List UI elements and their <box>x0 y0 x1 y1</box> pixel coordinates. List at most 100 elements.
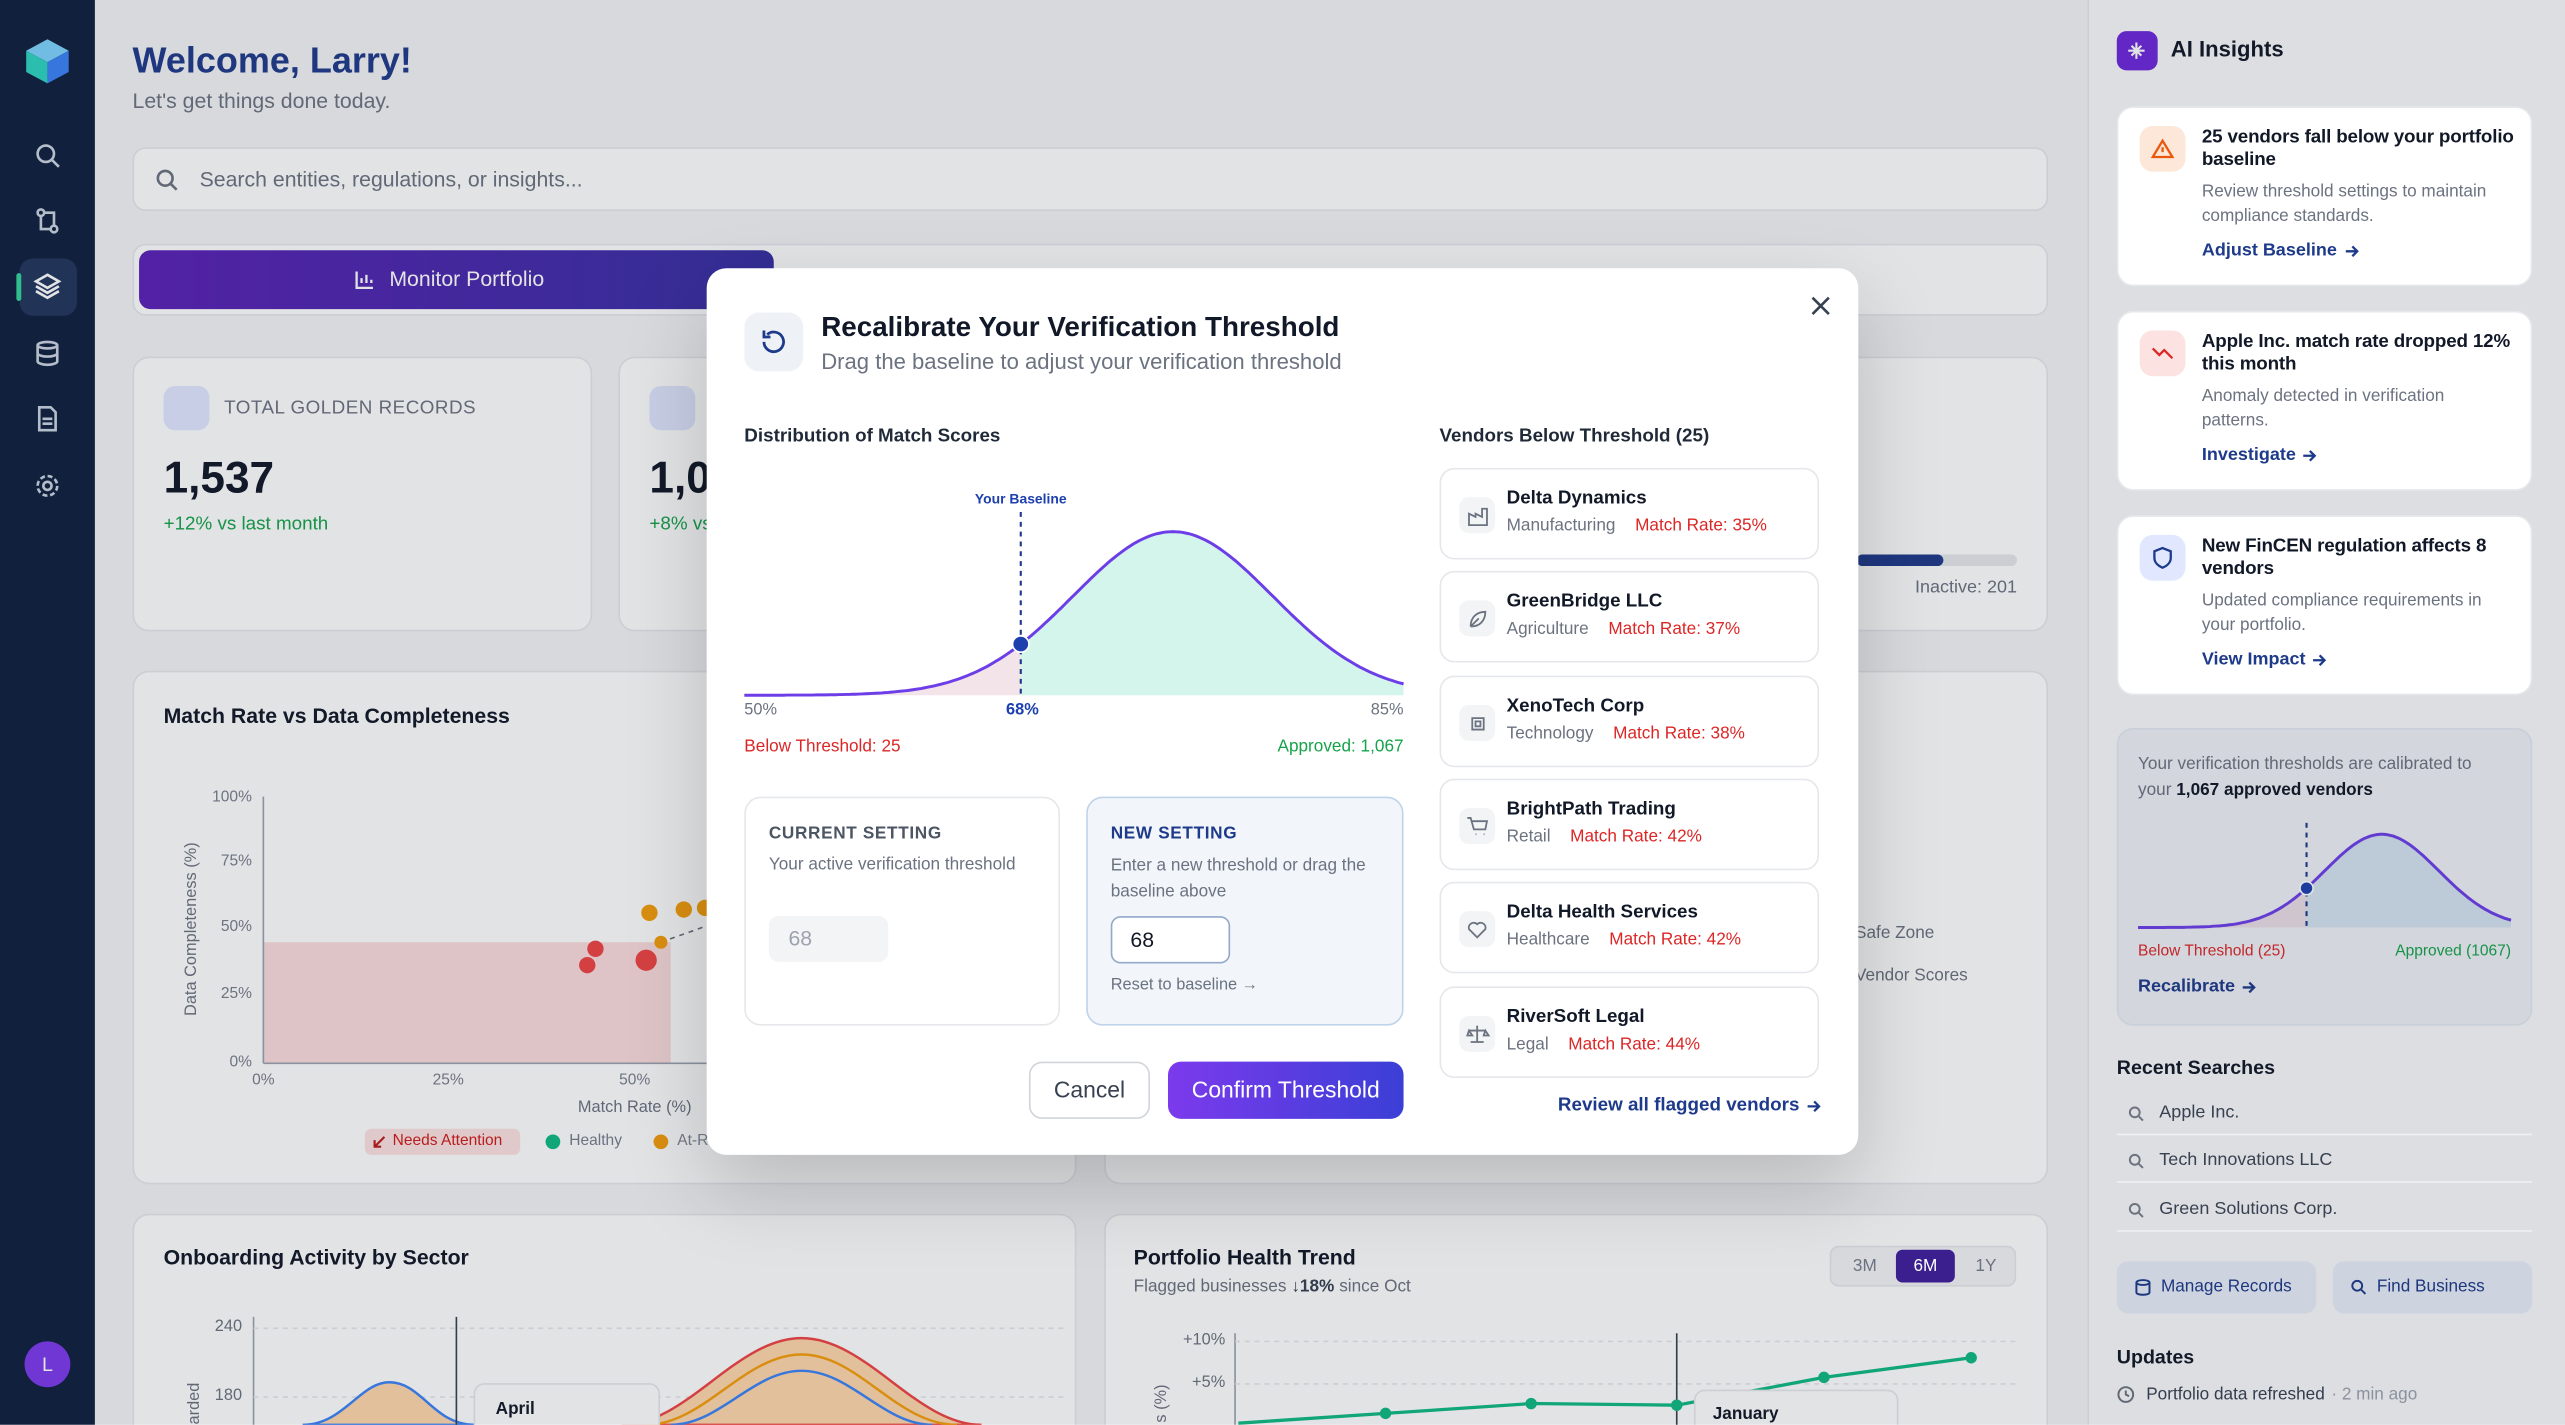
tab-label[interactable]: Monitor Portfolio <box>389 266 545 291</box>
range-button[interactable]: 6M <box>1895 1249 1955 1283</box>
vendor-row[interactable] <box>1439 778 1820 871</box>
search-item[interactable]: Green Solutions Corp. <box>2159 1198 2338 1219</box>
stat-change: +8% vs <box>649 514 712 535</box>
vendor-name: GreenBridge LLC <box>1506 592 1663 612</box>
tab-icon <box>355 271 373 290</box>
update-text: Portfolio data refreshed <box>2146 1384 2325 1405</box>
insight-title: New FinCEN regulation affects 8 vendors <box>2201 536 2487 580</box>
legend-label: At-R <box>677 1132 709 1151</box>
vendor-row[interactable] <box>1439 467 1820 560</box>
axis-label: 85% <box>1370 701 1404 720</box>
insight-action[interactable]: Adjust Baseline <box>2202 241 2359 263</box>
y-tick-label: 180 <box>214 1386 243 1405</box>
new-setting <box>1086 796 1404 1026</box>
stat-change: +12% vs last month <box>163 514 329 535</box>
y-tick-label: 100% <box>212 788 252 807</box>
vendor-sector: Technology <box>1506 723 1594 743</box>
vendor-sector: Manufacturing <box>1506 516 1616 536</box>
vendor-icon <box>1459 1015 1496 1052</box>
modal-subtitle: Drag the baseline to adjust your verific… <box>821 349 1342 374</box>
insight-description: Anomaly detected in verification pattern… <box>2201 386 2445 431</box>
insight-action[interactable]: Investigate <box>2201 445 2318 467</box>
avatar[interactable]: L <box>24 1341 71 1388</box>
search-row[interactable] <box>2116 1093 2533 1136</box>
subtitle-text: since Oct <box>1339 1276 1411 1297</box>
approved-label: Approved: 1,067 <box>1277 736 1404 757</box>
search-icon <box>2351 1279 2367 1295</box>
vendor-row[interactable] <box>1439 985 1820 1078</box>
review-link[interactable]: Review all flagged vendors <box>1558 1094 1821 1118</box>
vendor-row[interactable] <box>1439 571 1820 664</box>
legend-label: Vendor Scores <box>1855 965 1968 986</box>
action-label[interactable]: Manage Records <box>2160 1276 2292 1297</box>
vendor-row[interactable] <box>1439 882 1820 974</box>
y-tick-label: 240 <box>214 1318 243 1337</box>
range-button[interactable]: 1Y <box>1975 1256 1997 1276</box>
reset-link[interactable]: Reset to baseline → <box>1110 976 1259 995</box>
icon <box>2150 138 2175 159</box>
vendor-icon <box>1459 704 1496 741</box>
icon <box>1467 922 1487 939</box>
distribution-curve <box>2138 832 2512 929</box>
nav-compare[interactable] <box>34 208 60 234</box>
action-button[interactable] <box>2332 1261 2533 1314</box>
link-text: Investigate <box>2201 445 2296 465</box>
y-tick-label: 50% <box>220 917 252 936</box>
chart-title: Onboarding Activity by Sector <box>163 1244 469 1270</box>
x-tick-label: 0% <box>252 1071 275 1090</box>
link-text: View Impact <box>2201 649 2306 670</box>
approved-label: Approved (1067) <box>2395 942 2512 961</box>
search-bar[interactable] <box>132 147 2049 212</box>
baseline-handle <box>1011 635 1030 654</box>
nav-database[interactable] <box>34 340 60 367</box>
update-item: Portfolio data refreshed · 2 min ago <box>2146 1385 2417 1406</box>
x-tick-label: 25% <box>432 1071 464 1090</box>
vendor-meta: Manufacturing Match Rate: 35% <box>1507 516 1767 537</box>
vendor-meta: Retail Match Rate: 42% <box>1507 827 1702 848</box>
vendor-sector: Legal <box>1506 1033 1549 1054</box>
vendor-icon <box>1459 600 1496 637</box>
setting-description: Enter a new threshold or drag the baseli… <box>1110 855 1366 902</box>
nav-search[interactable] <box>34 142 60 168</box>
stat-inactive: Inactive: 201 <box>1914 577 2017 598</box>
confirm-button[interactable]: Confirm Threshold <box>1167 1061 1404 1119</box>
insight-action[interactable]: View Impact <box>2202 650 2327 672</box>
recalibrate-link[interactable]: Recalibrate <box>2138 976 2257 999</box>
legend-label: Needs Attention <box>392 1132 503 1151</box>
nav-settings[interactable] <box>34 473 60 499</box>
search-icon <box>2128 1202 2144 1218</box>
vendor-meta: Agriculture Match Rate: 37% <box>1507 620 1741 641</box>
search-row[interactable] <box>2116 1141 2533 1184</box>
legend-label: Safe Zone <box>1855 923 1935 943</box>
cancel-button[interactable]: Cancel <box>1028 1061 1150 1119</box>
legend-icon <box>373 1136 386 1148</box>
range-button[interactable]: 3M <box>1852 1256 1877 1276</box>
vendor-row[interactable] <box>1439 674 1820 767</box>
stat-value: 1,537 <box>163 453 275 503</box>
chart-title: Portfolio Health Trend <box>1133 1244 1356 1270</box>
action-label[interactable]: Find Business <box>2376 1276 2485 1297</box>
search-item[interactable]: Apple Inc. <box>2159 1102 2240 1123</box>
search-row[interactable] <box>2116 1189 2533 1232</box>
insight-description: Updated compliance requirements in your … <box>2201 590 2482 635</box>
stat-value: 1,0 <box>649 453 711 503</box>
below-label: Below Threshold: 25 <box>744 736 901 757</box>
welcome-subtitle: Let's get things done today. <box>132 88 391 113</box>
y-tick-label: 75% <box>220 852 252 871</box>
setting-description: Your active verification threshold <box>768 854 1016 875</box>
tab-active[interactable] <box>139 250 774 310</box>
setting-label: NEW SETTING <box>1110 823 1238 844</box>
nav-documents[interactable] <box>34 406 60 432</box>
nav-layers[interactable] <box>33 273 62 300</box>
vendor-name: Delta Health Services <box>1506 902 1698 923</box>
search-item[interactable]: Tech Innovations LLC <box>2159 1150 2333 1171</box>
y-tick-label: +10% <box>1182 1331 1226 1350</box>
chart-subtitle: Flagged businesses ↓18% since Oct <box>1134 1277 1411 1298</box>
below-label: Below Threshold (25) <box>2138 942 2286 961</box>
close-button[interactable] <box>1811 296 1831 316</box>
vendor-sector: Healthcare <box>1506 930 1590 950</box>
search-icon <box>2128 1154 2144 1170</box>
link-text: Recalibrate <box>2138 976 2236 997</box>
threshold-input[interactable]: 68 <box>1110 916 1231 964</box>
